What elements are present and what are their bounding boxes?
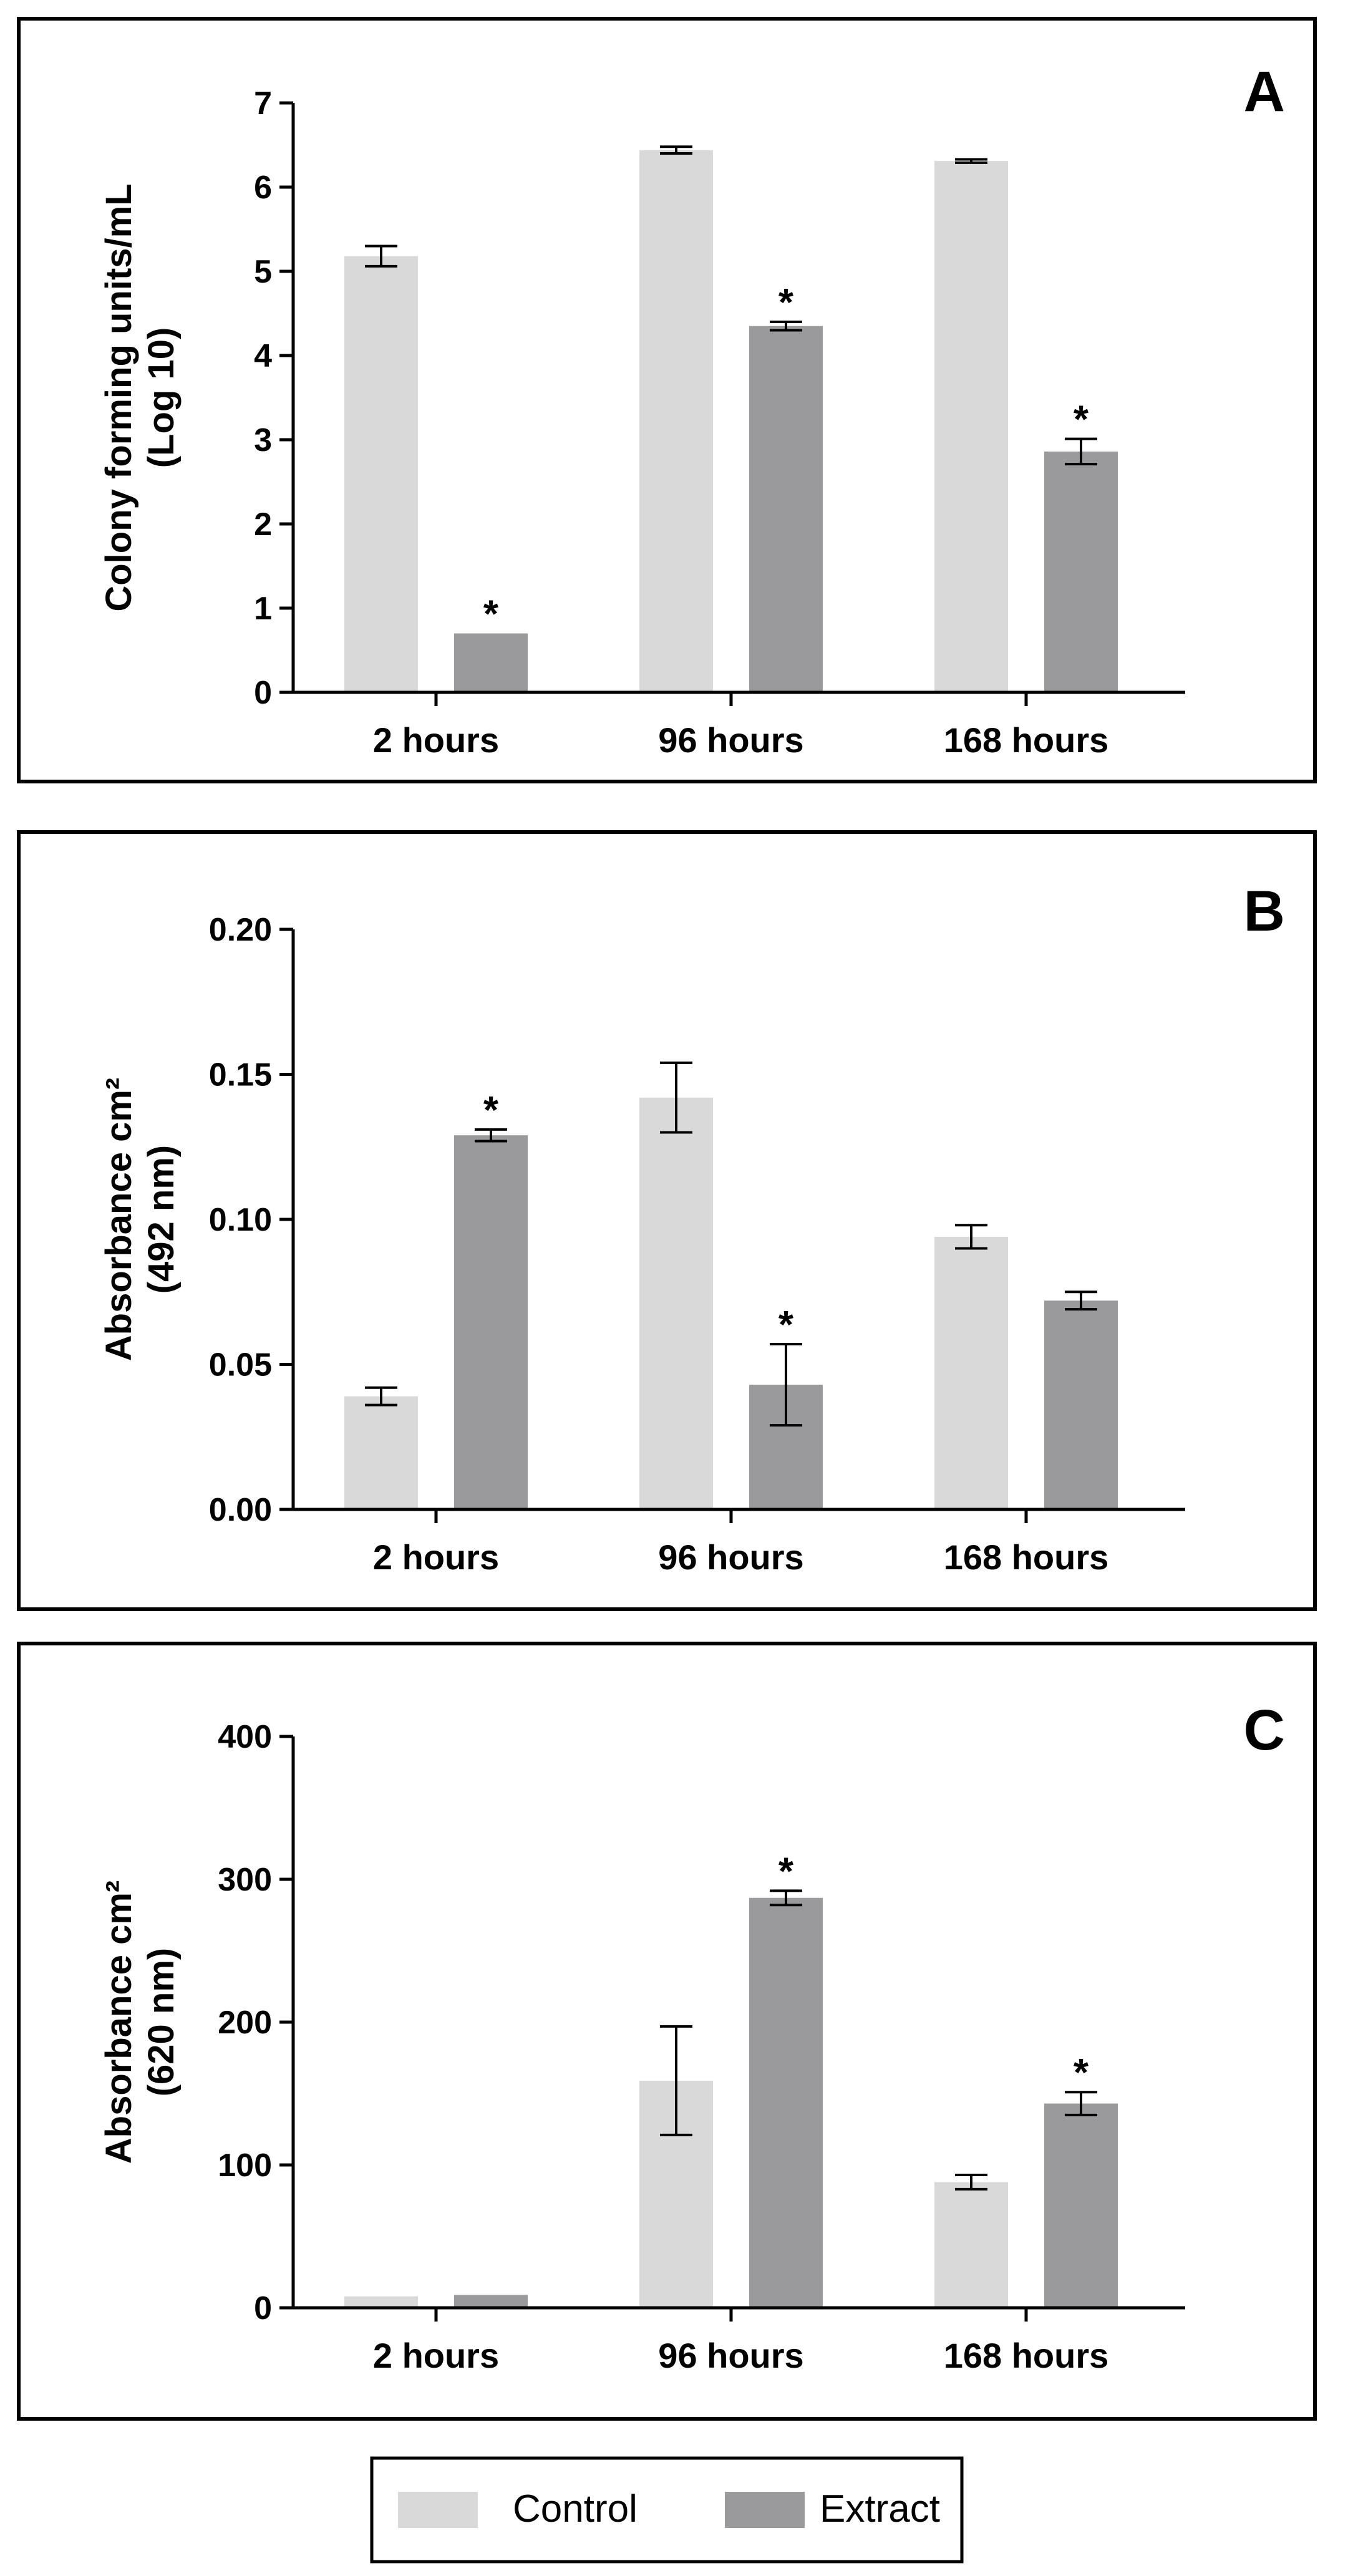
- x-tick-label: 168 hours: [944, 2336, 1109, 2375]
- significance-asterisk: *: [483, 593, 499, 636]
- bar-extract-0: [454, 633, 528, 692]
- y-tick-label: 200: [218, 2005, 272, 2041]
- y-axis-label: (Log 10): [141, 327, 182, 468]
- bar-extract-0: [454, 1135, 528, 1509]
- x-tick-label: 168 hours: [944, 720, 1109, 760]
- bar-control-0: [344, 1396, 418, 1509]
- y-tick-label: 0.10: [209, 1202, 272, 1238]
- significance-asterisk: *: [483, 1089, 499, 1132]
- panel-letter: B: [1244, 879, 1285, 943]
- x-tick-label: 2 hours: [373, 1537, 499, 1577]
- x-tick-label: 96 hours: [658, 1537, 803, 1577]
- x-tick-label: 2 hours: [373, 2336, 499, 2375]
- bar-control-2: [934, 2182, 1008, 2308]
- bar-extract-1: [749, 1897, 823, 2308]
- y-tick-label: 0.00: [209, 1492, 272, 1528]
- chart-panel-c: * * 0 100 200 300 400 2 hours 96 hours 168 hours A…: [17, 1642, 1317, 2421]
- bar-control-2: [934, 161, 1008, 692]
- x-tick-label: 96 hours: [658, 720, 803, 760]
- y-tick-label: 0: [254, 2290, 272, 2327]
- y-tick-label: 5: [254, 254, 272, 290]
- bar-extract-1: [749, 326, 823, 692]
- significance-asterisk: *: [778, 281, 794, 324]
- bar-control-1: [639, 1097, 713, 1509]
- y-tick-label: 4: [254, 338, 272, 374]
- bar-control-0: [344, 256, 418, 692]
- bar-control-2: [934, 1236, 1008, 1509]
- y-tick-label: 100: [218, 2147, 272, 2184]
- chart-panel-b: * * 0.00 0.05 0.10 0.15 0.20 2 hours 96 hours 168…: [17, 830, 1317, 1611]
- y-tick-label: 0: [254, 675, 272, 711]
- y-tick-label: 2: [254, 506, 272, 543]
- legend-swatch-extract: [725, 2492, 805, 2528]
- significance-asterisk: *: [778, 1304, 794, 1347]
- chart-panel-a: * * * 0 1 2 3 4 5 6 7 2 hours 96 hours 168 hours Colon…: [17, 17, 1317, 783]
- legend-label-extract: Extract: [820, 2487, 940, 2530]
- y-axis-label: Absorbance cm²: [99, 1078, 139, 1361]
- y-tick-label: 400: [218, 1719, 272, 1755]
- legend-label-control: Control: [513, 2487, 638, 2530]
- x-tick-label: 96 hours: [658, 2336, 803, 2375]
- y-tick-label: 300: [218, 1862, 272, 1898]
- bar-control-1: [639, 150, 713, 693]
- y-tick-label: 3: [254, 422, 272, 458]
- panel-letter: C: [1244, 1698, 1285, 1762]
- bar-extract-2: [1044, 2103, 1118, 2308]
- bar-extract-2: [1044, 1300, 1118, 1509]
- bar-extract-2: [1044, 451, 1118, 692]
- y-tick-label: 1: [254, 591, 272, 627]
- x-tick-label: 2 hours: [373, 720, 499, 760]
- significance-asterisk: *: [1074, 2051, 1089, 2094]
- x-tick-label: 168 hours: [944, 1537, 1109, 1577]
- bar-control-0: [344, 2296, 418, 2308]
- legend-swatch-control: [398, 2492, 478, 2528]
- y-tick-label: 7: [254, 85, 272, 122]
- y-axis-label: (620 nm): [141, 1948, 182, 2097]
- y-axis-label: Absorbance cm²: [99, 1881, 139, 2164]
- panel-letter: A: [1244, 60, 1285, 123]
- significance-asterisk: *: [1074, 399, 1089, 442]
- significance-asterisk: *: [778, 1850, 794, 1893]
- y-tick-label: 0.20: [209, 912, 272, 948]
- bar-extract-0: [454, 2295, 528, 2308]
- y-tick-label: 0.05: [209, 1347, 272, 1383]
- y-axis-label: (492 nm): [141, 1145, 182, 1294]
- y-axis-label: Colony forming units/mL: [99, 183, 139, 611]
- y-tick-label: 6: [254, 170, 272, 206]
- y-tick-label: 0.15: [209, 1057, 272, 1093]
- legend: Control Extract: [370, 2456, 964, 2564]
